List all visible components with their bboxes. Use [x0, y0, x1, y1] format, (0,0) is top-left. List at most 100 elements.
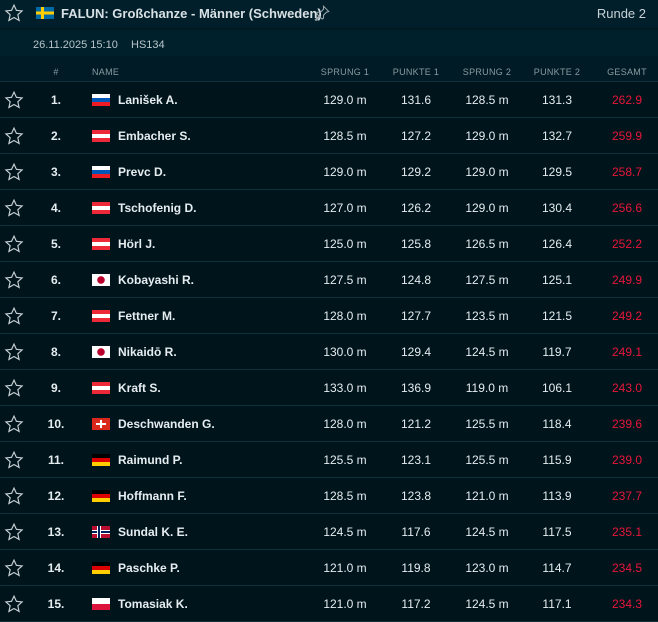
jump2: 127.5 m: [465, 273, 509, 287]
favorite-star-icon[interactable]: [4, 162, 24, 187]
rank: 13.: [47, 525, 65, 539]
athlete-name[interactable]: Embacher S.: [118, 129, 191, 143]
favorite-star-icon[interactable]: [4, 342, 24, 367]
jump1: 128.0 m: [323, 309, 367, 323]
points1: 125.8: [400, 237, 432, 251]
points1: 123.1: [400, 453, 432, 467]
table-row[interactable]: 3. Prevc D. 129.0 m 129.2 129.0 m 129.5 …: [0, 154, 658, 190]
athlete-name[interactable]: Raimund P.: [118, 453, 183, 467]
flag-aut-icon: [92, 130, 110, 142]
rank: 1.: [50, 93, 61, 107]
athlete-name[interactable]: Sundal K. E.: [118, 525, 189, 539]
athlete-name[interactable]: Kobayashi R.: [118, 273, 195, 287]
rank: 2.: [50, 129, 61, 143]
table-row[interactable]: 12. Hoffmann F. 128.5 m 123.8 121.0 m 11…: [0, 478, 658, 514]
favorite-star-icon[interactable]: [4, 234, 24, 259]
athlete-name[interactable]: Nikaidō R.: [118, 345, 177, 359]
jump2: 129.0 m: [465, 165, 509, 179]
favorite-star-icon[interactable]: [4, 522, 24, 547]
athlete-name[interactable]: Fettner M.: [118, 309, 176, 323]
flag-ger-icon: [92, 562, 110, 574]
col-name: NAME: [92, 67, 120, 77]
favorite-star-icon[interactable]: [4, 270, 24, 295]
total: 256.6: [611, 201, 643, 215]
flag-jpn-icon: [92, 346, 110, 358]
favorite-star-icon[interactable]: [4, 90, 24, 115]
favorite-star-icon[interactable]: [4, 594, 24, 619]
jump1: 128.5 m: [323, 129, 367, 143]
rank: 8.: [50, 345, 61, 359]
table-row[interactable]: 14. Paschke P. 121.0 m 119.8 123.0 m 114…: [0, 550, 658, 586]
rank: 3.: [50, 165, 61, 179]
favorite-star-icon[interactable]: [4, 414, 24, 439]
title-bar: FALUN: Großchanze - Männer (Schweden) Ru…: [0, 0, 658, 28]
total: 243.0: [611, 381, 643, 395]
athlete-name[interactable]: Lanišek A.: [118, 93, 178, 107]
table-row[interactable]: 5. Hörl J. 125.0 m 125.8 126.5 m 126.4 2…: [0, 226, 658, 262]
athlete-name[interactable]: Tschofenig D.: [118, 201, 197, 215]
favorite-star-icon[interactable]: [4, 486, 24, 511]
jump1: 129.0 m: [323, 93, 367, 107]
table-row[interactable]: 8. Nikaidō R. 130.0 m 129.4 124.5 m 119.…: [0, 334, 658, 370]
table-row[interactable]: 10. Deschwanden G. 128.0 m 121.2 125.5 m…: [0, 406, 658, 442]
points2: 130.4: [541, 201, 573, 215]
table-row[interactable]: 15. Tomasiak K. 121.0 m 117.2 124.5 m 11…: [0, 586, 658, 622]
favorite-star-icon[interactable]: [4, 198, 24, 223]
favorite-star-icon[interactable]: [4, 3, 24, 28]
favorite-star-icon[interactable]: [4, 306, 24, 331]
points2: 117.5: [542, 525, 572, 539]
points2: 113.9: [542, 489, 572, 503]
favorite-star-icon[interactable]: [4, 126, 24, 151]
points1: 129.4: [400, 345, 432, 359]
total: 239.6: [611, 417, 643, 431]
flag-slo-icon: [92, 94, 110, 106]
jump2: 125.5 m: [465, 453, 509, 467]
favorite-star-icon[interactable]: [4, 378, 24, 403]
points1: 136.9: [400, 381, 432, 395]
total: 249.9: [611, 273, 643, 287]
jump2: 125.5 m: [465, 417, 509, 431]
points2: 121.5: [541, 309, 573, 323]
flag-ger-icon: [92, 490, 110, 502]
total: 239.0: [611, 453, 643, 467]
points2: 115.9: [542, 453, 572, 467]
jump1: 127.5 m: [323, 273, 367, 287]
table-row[interactable]: 1. Lanišek A. 129.0 m 131.6 128.5 m 131.…: [0, 82, 658, 118]
pin-icon[interactable]: [313, 4, 331, 27]
points2: 126.4: [541, 237, 573, 251]
jump1: 125.5 m: [323, 453, 367, 467]
flag-aut-icon: [92, 238, 110, 250]
athlete-name[interactable]: Prevc D.: [118, 165, 167, 179]
jump2: 128.5 m: [465, 93, 509, 107]
athlete-name[interactable]: Kraft S.: [118, 381, 161, 395]
table-row[interactable]: 7. Fettner M. 128.0 m 127.7 123.5 m 121.…: [0, 298, 658, 334]
table-row[interactable]: 4. Tschofenig D. 127.0 m 126.2 129.0 m 1…: [0, 190, 658, 226]
athlete-name[interactable]: Deschwanden G.: [118, 417, 215, 431]
points1: 117.2: [401, 597, 431, 611]
total: 258.7: [611, 165, 643, 179]
rank: 6.: [50, 273, 61, 287]
athlete-name[interactable]: Tomasiak K.: [118, 597, 188, 611]
flag-sui-icon: [92, 418, 110, 430]
jump2: 119.0 m: [465, 381, 509, 395]
flag-aut-icon: [92, 202, 110, 214]
athlete-name[interactable]: Paschke P.: [118, 561, 180, 575]
jump2: 124.5 m: [465, 525, 509, 539]
jump1: 124.5 m: [323, 525, 367, 539]
points1: 117.6: [401, 525, 431, 539]
total: 252.2: [611, 237, 643, 251]
col-points2: PUNKTE 2: [533, 67, 581, 77]
jump2: 129.0 m: [465, 129, 509, 143]
col-total: GESAMT: [607, 67, 647, 77]
table-row[interactable]: 11. Raimund P. 125.5 m 123.1 125.5 m 115…: [0, 442, 658, 478]
jump1: 133.0 m: [323, 381, 367, 395]
favorite-star-icon[interactable]: [4, 450, 24, 475]
jump2: 124.5 m: [465, 597, 509, 611]
table-row[interactable]: 2. Embacher S. 128.5 m 127.2 129.0 m 132…: [0, 118, 658, 154]
table-row[interactable]: 6. Kobayashi R. 127.5 m 124.8 127.5 m 12…: [0, 262, 658, 298]
table-row[interactable]: 9. Kraft S. 133.0 m 136.9 119.0 m 106.1 …: [0, 370, 658, 406]
athlete-name[interactable]: Hoffmann F.: [118, 489, 187, 503]
favorite-star-icon[interactable]: [4, 558, 24, 583]
athlete-name[interactable]: Hörl J.: [118, 237, 156, 251]
table-row[interactable]: 13. Sundal K. E. 124.5 m 117.6 124.5 m 1…: [0, 514, 658, 550]
